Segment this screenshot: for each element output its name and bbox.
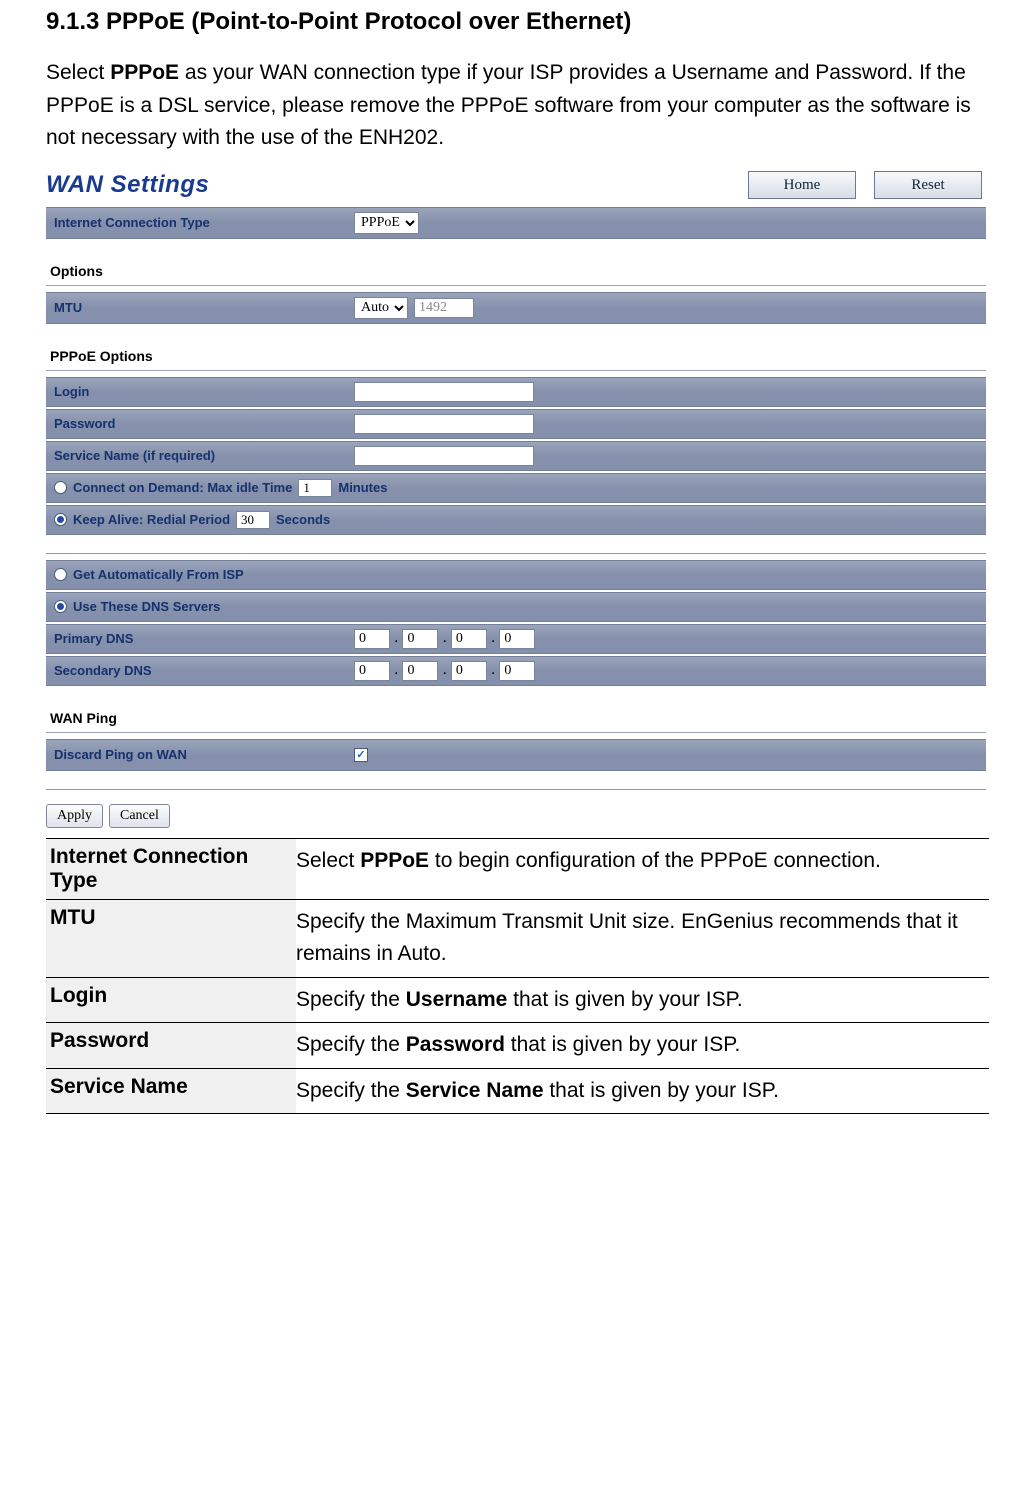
intro-text-pre: Select [46,61,110,84]
divider [46,285,986,286]
divider [46,789,986,790]
login-input[interactable] [354,382,534,402]
cancel-button[interactable]: Cancel [109,804,170,828]
wan-ping-section-label: WAN Ping [50,710,986,726]
mtu-label: MTU [54,300,354,315]
ip-dot: . [489,661,497,681]
intro-text-bold: PPPoE [110,61,179,84]
desc-value: Specify the Maximum Transmit Unit size. … [296,899,989,977]
apply-button[interactable]: Apply [46,804,103,828]
primary-dns-octet-3[interactable] [451,629,487,649]
desc-key: Password [46,1023,296,1069]
dns-auto-radio[interactable] [54,568,67,581]
service-name-label: Service Name (if required) [54,448,354,463]
table-row: Internet Connection Type Select PPPoE to… [46,838,989,899]
mtu-mode-select[interactable]: Auto [354,297,408,319]
ip-dot: . [392,629,400,649]
dns-auto-label: Get Automatically From ISP [73,567,244,582]
options-section-label: Options [50,263,986,279]
desc-value: Specify the Service Name that is given b… [296,1068,989,1114]
discard-ping-label: Discard Ping on WAN [54,747,354,762]
table-row: Service Name Specify the Service Name th… [46,1068,989,1114]
reset-button[interactable]: Reset [874,171,982,199]
desc-key: Login [46,977,296,1023]
desc-value: Specify the Username that is given by yo… [296,977,989,1023]
service-name-input[interactable] [354,446,534,466]
keep-alive-radio[interactable] [54,513,67,526]
desc-key: MTU [46,899,296,977]
secondary-dns-octet-1[interactable] [354,661,390,681]
desc-key: Service Name [46,1068,296,1114]
connect-on-demand-label-pre: Connect on Demand: Max idle Time [73,480,292,495]
secondary-dns-octet-2[interactable] [402,661,438,681]
max-idle-time-input[interactable] [298,479,332,497]
section-heading: 9.1.3 PPPoE (Point-to-Point Protocol ove… [46,8,989,36]
desc-value: Select PPPoE to begin configuration of t… [296,838,989,899]
wan-settings-panel: WAN Settings Home Reset Internet Connect… [46,167,986,828]
panel-title: WAN Settings [46,171,209,199]
intro-paragraph: Select PPPoE as your WAN connection type… [46,57,989,155]
redial-period-input[interactable] [236,511,270,529]
discard-ping-checkbox[interactable]: ✓ [354,748,368,762]
secondary-dns-octet-4[interactable] [499,661,535,681]
keep-alive-label-post: Seconds [276,512,330,527]
password-label: Password [54,416,354,431]
ip-dot: . [440,661,448,681]
password-input[interactable] [354,414,534,434]
divider [46,370,986,371]
primary-dns-octet-1[interactable] [354,629,390,649]
ip-dot: . [489,629,497,649]
divider [46,732,986,733]
ip-dot: . [440,629,448,649]
connection-type-select[interactable]: PPPoE [354,212,419,234]
divider [46,553,986,554]
primary-dns-octet-2[interactable] [402,629,438,649]
connection-type-label: Internet Connection Type [54,215,354,230]
home-button[interactable]: Home [748,171,856,199]
ip-dot: . [392,661,400,681]
desc-key: Internet Connection Type [46,838,296,899]
table-row: Password Specify the Password that is gi… [46,1023,989,1069]
table-row: Login Specify the Username that is given… [46,977,989,1023]
table-row: MTU Specify the Maximum Transmit Unit si… [46,899,989,977]
keep-alive-label-pre: Keep Alive: Redial Period [73,512,230,527]
pppoe-section-label: PPPoE Options [50,348,986,364]
desc-value: Specify the Password that is given by yo… [296,1023,989,1069]
secondary-dns-octet-3[interactable] [451,661,487,681]
field-description-table: Internet Connection Type Select PPPoE to… [46,838,989,1115]
secondary-dns-label: Secondary DNS [54,663,354,678]
dns-manual-radio[interactable] [54,600,67,613]
primary-dns-octet-4[interactable] [499,629,535,649]
intro-text-post: as your WAN connection type if your ISP … [46,61,971,149]
connect-on-demand-label-post: Minutes [338,480,387,495]
primary-dns-label: Primary DNS [54,631,354,646]
mtu-value-input[interactable] [414,298,474,318]
connect-on-demand-radio[interactable] [54,481,67,494]
dns-manual-label: Use These DNS Servers [73,599,220,614]
login-label: Login [54,384,354,399]
